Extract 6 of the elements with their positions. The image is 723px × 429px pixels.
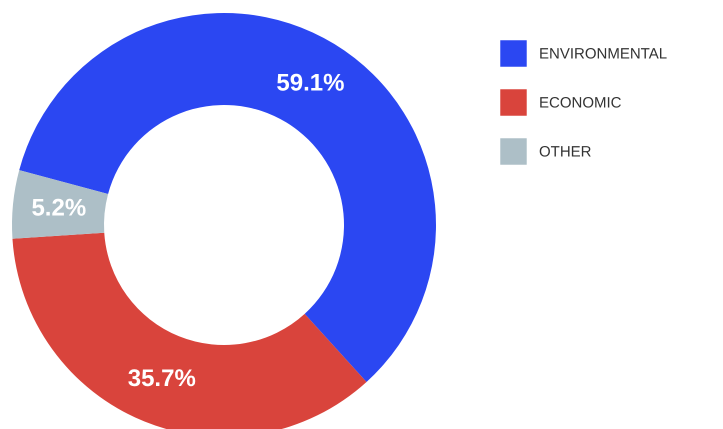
legend-label: ECONOMIC xyxy=(539,94,622,112)
legend-label: ENVIRONMENTAL xyxy=(539,46,668,62)
data-label: 59.1% xyxy=(276,69,344,96)
legend-label: OTHER xyxy=(539,144,592,160)
data-label: 5.2% xyxy=(31,194,86,222)
data-label: 35.7% xyxy=(128,364,196,392)
